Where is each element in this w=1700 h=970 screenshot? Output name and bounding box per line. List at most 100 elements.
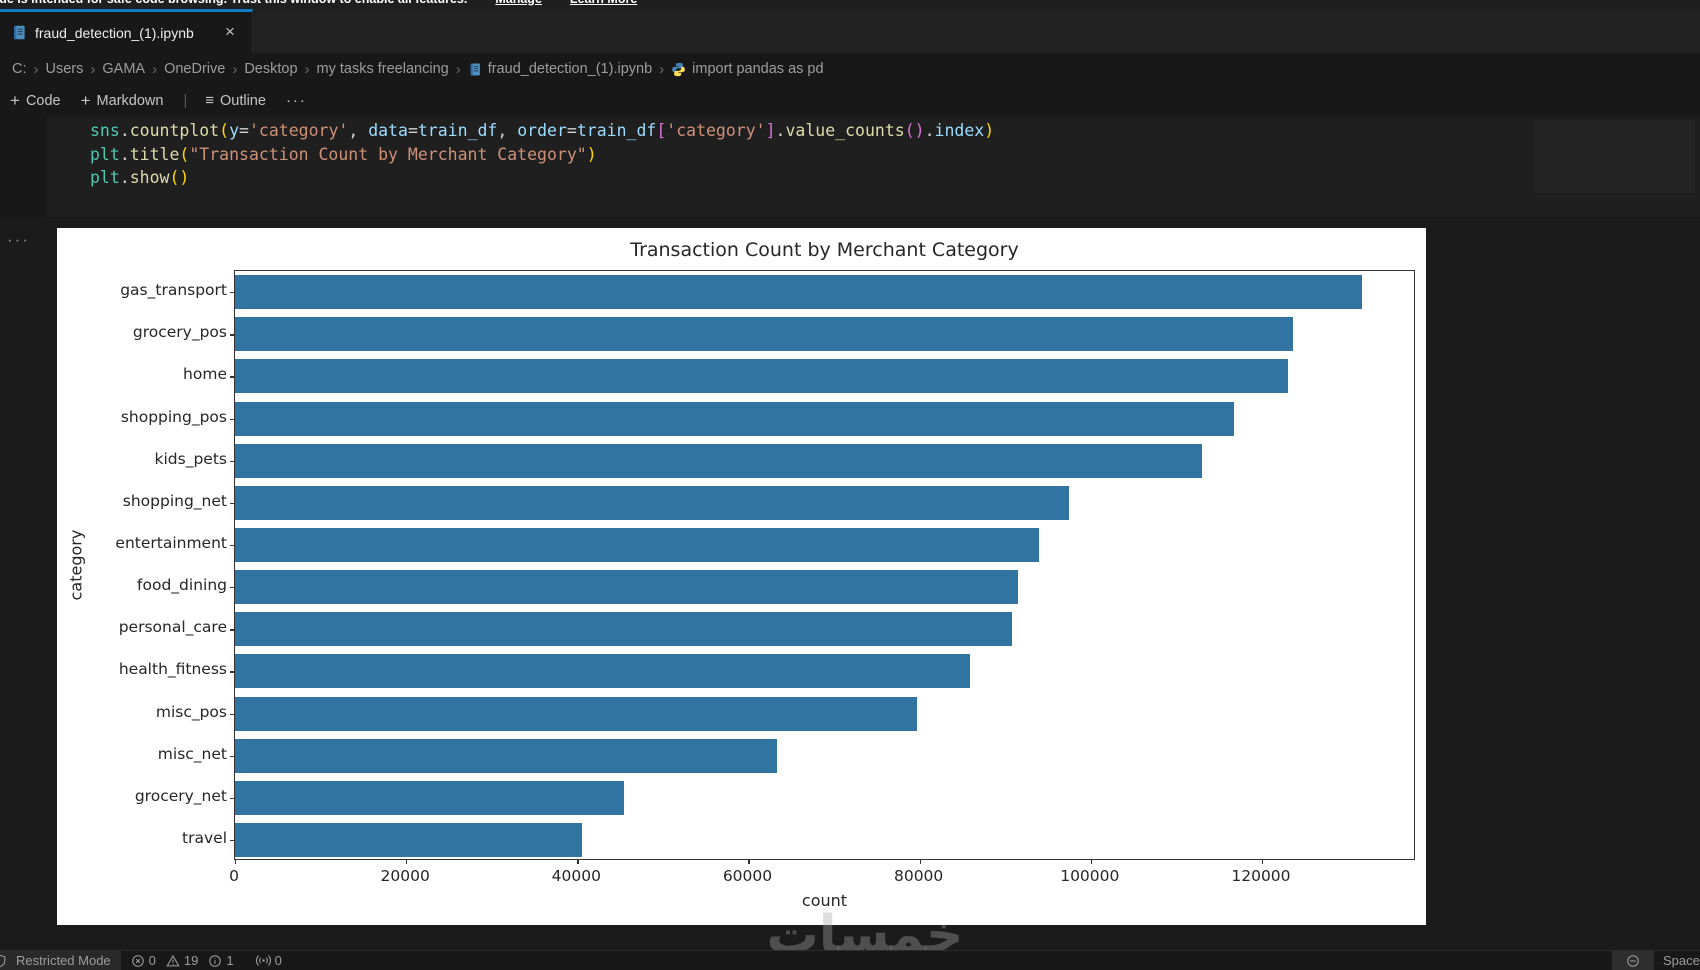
breadcrumb-separator: › [33, 60, 39, 78]
breadcrumb-separator: › [455, 60, 461, 78]
bar-kids_pets [235, 443, 1203, 478]
toolbar-divider: | [183, 92, 188, 109]
tab-bar: fraud_detection_(1).ipynb × [0, 9, 1700, 53]
x-tick-mark [406, 859, 408, 864]
restricted-mode-button[interactable]: Restricted Mode [0, 950, 121, 970]
breadcrumb-item[interactable]: import pandas as pd [671, 61, 824, 77]
do-not-disturb-button[interactable] [1612, 951, 1654, 970]
notebook-icon [468, 62, 482, 77]
more-actions-button[interactable]: ··· [285, 92, 307, 109]
error-icon [131, 954, 144, 967]
breadcrumb-item[interactable]: my tasks freelancing [316, 61, 449, 77]
y-tick-mark [230, 755, 235, 757]
bar-travel [235, 822, 582, 857]
bar-shopping_pos [235, 401, 1234, 436]
y-tick-mark [230, 460, 235, 462]
tab-label: fraud_detection_(1).ipynb [35, 24, 194, 41]
y-tick-mark [230, 292, 235, 294]
x-tick-mark [577, 859, 579, 864]
warning-count: 19 [183, 953, 199, 968]
bar-entertainment [235, 527, 1039, 562]
y-tick-label: grocery_net [134, 786, 227, 805]
x-tick-mark [235, 859, 237, 864]
ports-button[interactable]: 0 [255, 953, 282, 968]
x-tick-mark [919, 859, 921, 864]
breadcrumb-item[interactable]: Desktop [244, 61, 298, 77]
y-tick-mark [230, 418, 235, 420]
bar-shopping_net [235, 485, 1070, 520]
breadcrumb-item[interactable]: GAMA [102, 61, 146, 77]
code-line: plt.title("Transaction Count by Merchant… [90, 144, 597, 164]
y-tick-label: shopping_net [122, 491, 227, 510]
shield-icon [0, 954, 6, 967]
y-tick-mark [230, 671, 235, 673]
status-bar: Restricted Mode 0 19 1 0 [0, 950, 1700, 970]
ports-count: 0 [274, 953, 282, 968]
breadcrumb-separator: › [152, 60, 158, 78]
bar-grocery_pos [235, 317, 1293, 352]
breadcrumb-item[interactable]: C: [12, 61, 27, 77]
info-icon [209, 954, 222, 967]
tab-fraud-detection-notebook[interactable]: fraud_detection_(1).ipynb × [0, 9, 253, 53]
breadcrumb-separator: › [232, 60, 238, 78]
y-tick-mark [230, 544, 235, 547]
info-count: 1 [226, 953, 234, 968]
bar-food_dining [235, 570, 1019, 605]
editor-indentation-status[interactable]: Space [1663, 953, 1700, 968]
problems-button[interactable]: 0 19 1 [131, 953, 234, 968]
restricted-mode-banner: cted Mode is intended for safe code brow… [0, 0, 1700, 9]
outline-button[interactable]: ≡ Outline [205, 92, 266, 109]
x-tick-label: 0 [229, 867, 239, 885]
y-tick-mark [230, 797, 235, 800]
y-tick-label: shopping_pos [120, 407, 227, 426]
manage-link[interactable]: Manage [495, 0, 542, 6]
y-tick-label: gas_transport [120, 281, 227, 300]
x-tick-label: 60000 [722, 867, 773, 885]
bar-misc_pos [235, 696, 918, 731]
cell-output-area: ··· Transaction Count by Merchant Catego… [0, 218, 1700, 965]
chart-title: Transaction Count by Merchant Category [630, 239, 1019, 261]
code-line: sns.countplot(y='category', data=train_d… [90, 121, 995, 140]
y-tick-mark [230, 629, 235, 631]
y-tick-label: food_dining [137, 576, 227, 595]
x-tick-mark [748, 859, 750, 864]
y-tick-mark [230, 839, 235, 842]
y-tick-label: entertainment [115, 533, 227, 552]
code-editor[interactable]: sns.countplot(y='category', data=train_d… [90, 119, 994, 190]
notebook-toolbar: + Code + Markdown | ≡ Outline ··· [0, 85, 1700, 116]
y-tick-label: health_fitness [118, 660, 227, 679]
y-tick-label: kids_pets [154, 449, 227, 468]
plus-icon: + [10, 90, 20, 110]
bar-grocery_net [235, 780, 625, 815]
plus-icon: + [80, 90, 91, 110]
x-tick-mark [1090, 859, 1093, 864]
tab-close-button[interactable]: × [225, 22, 235, 41]
breadcrumb-separator: › [90, 60, 96, 78]
learn-more-link[interactable]: Learn More [570, 0, 637, 6]
outline-icon: ≡ [205, 92, 214, 109]
add-markdown-button[interactable]: + Markdown [80, 90, 164, 110]
y-tick-mark [230, 502, 235, 505]
y-tick-label: personal_care [118, 618, 227, 637]
code-cell[interactable]: sns.countplot(y='category', data=train_d… [47, 116, 1700, 218]
bar-misc_net [235, 738, 777, 773]
output-more-actions-button[interactable]: ··· [7, 230, 30, 249]
error-count: 0 [148, 953, 156, 968]
do-not-disturb-icon [1627, 955, 1639, 967]
y-tick-mark [230, 376, 235, 378]
breadcrumb-item[interactable]: OneDrive [164, 61, 226, 77]
code-line: plt.show() [90, 168, 190, 187]
chart-x-axis-label: count [801, 891, 848, 910]
notebook-icon [14, 25, 25, 40]
breadcrumb-item[interactable]: Users [45, 61, 84, 77]
breadcrumb: C: › Users › GAMA › OneDrive › Desktop › my tasks … [0, 53, 1700, 85]
broadcast-icon [255, 955, 271, 966]
y-tick-label: misc_pos [155, 702, 227, 721]
breadcrumb-item[interactable]: fraud_detection_(1).ipynb [468, 61, 652, 77]
y-tick-mark [230, 587, 235, 589]
matplotlib-figure: Transaction Count by Merchant Category c… [57, 228, 1426, 925]
add-code-button[interactable]: + Code [10, 90, 61, 110]
bar-personal_care [235, 612, 1013, 647]
breadcrumb-separator: › [304, 60, 310, 78]
